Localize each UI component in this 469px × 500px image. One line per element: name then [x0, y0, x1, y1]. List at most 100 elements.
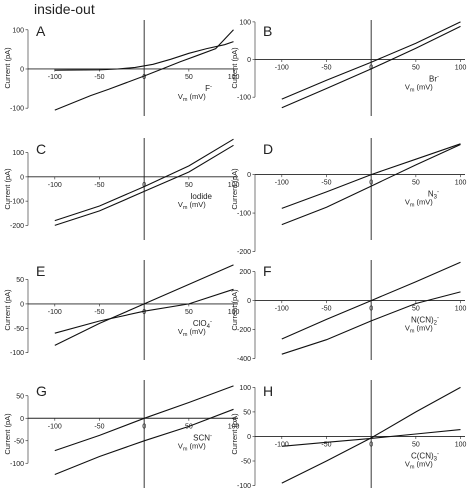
- anion-label: SCN-: [193, 433, 212, 442]
- y-tick-label: 0: [247, 57, 251, 64]
- anion-label: N3-: [428, 190, 439, 201]
- y-tick-label: 100: [12, 150, 24, 157]
- x-axis-label: Vm (mV): [178, 92, 206, 103]
- x-tick-label: -100: [275, 180, 289, 187]
- x-tick-label: 100: [455, 65, 467, 72]
- x-tick-label: 0: [369, 65, 373, 72]
- x-axis-label: Vm (mV): [405, 83, 433, 94]
- panel-b: -100 0 100 -100 -50 0 50 100 B Br-Vm (mV) Current …: [230, 19, 466, 116]
- x-tick-label: -50: [321, 441, 331, 448]
- figure-title: inside-out: [34, 1, 95, 17]
- y-tick-label: 0: [20, 174, 24, 181]
- y-tick-label: 0: [20, 301, 24, 308]
- x-tick-label: -50: [94, 309, 104, 316]
- y-tick-label: 200: [239, 269, 251, 276]
- anion-label: ClO4-: [193, 319, 212, 330]
- x-tick-label: 100: [228, 309, 240, 316]
- y-tick-label: -200: [237, 249, 251, 256]
- x-tick-label: -100: [48, 74, 62, 81]
- panel-d: -200 -100 0 -100 -50 0 50 100 D N3-Vm (mV) Current…: [230, 138, 466, 256]
- x-tick-label: -100: [275, 441, 289, 448]
- x-tick-label: -100: [275, 306, 289, 313]
- x-tick-label: -50: [321, 306, 331, 313]
- series-2-line: [281, 291, 461, 355]
- y-tick-label: 50: [16, 277, 24, 284]
- y-tick-label: -100: [10, 106, 24, 113]
- anion-label: C(CN)3-: [411, 451, 439, 462]
- y-tick-label: 0: [247, 172, 251, 179]
- x-tick-label: 50: [412, 65, 420, 72]
- x-tick-label: -50: [321, 65, 331, 72]
- x-axis-label: Vm (mV): [178, 200, 206, 211]
- x-tick-label: -100: [275, 65, 289, 72]
- series-1-line: [54, 29, 234, 111]
- x-axis-label: Vm (mV): [405, 459, 433, 470]
- x-tick-label: 50: [412, 441, 420, 448]
- x-tick-label: -50: [94, 423, 104, 430]
- x-tick-label: -100: [48, 309, 62, 316]
- series-2-line: [54, 41, 234, 71]
- series-1-line: [54, 385, 234, 452]
- y-tick-label: 0: [20, 66, 24, 73]
- y-axis-label: Current (pA): [230, 168, 239, 210]
- y-tick-label: -50: [14, 326, 24, 333]
- series-1-line: [54, 264, 234, 346]
- x-tick-label: -50: [94, 74, 104, 81]
- x-tick-label: 0: [142, 309, 146, 316]
- series-2-line: [54, 144, 234, 226]
- x-tick-label: 0: [142, 182, 146, 189]
- x-tick-label: 50: [412, 306, 420, 313]
- y-tick-label: -100: [10, 461, 24, 468]
- panel-f: -400 -200 0 200 -100 -50 0 50 100 F N(CN)2-Vm (mV)…: [230, 260, 466, 363]
- anion-label: F-: [205, 84, 212, 93]
- y-axis-label: Current (pA): [230, 413, 239, 455]
- x-tick-label: 100: [228, 74, 240, 81]
- y-tick-label: -400: [237, 356, 251, 363]
- y-tick-label: 0: [247, 298, 251, 305]
- x-axis-label: Vm (mV): [405, 198, 433, 209]
- x-axis-label: Vm (mV): [178, 327, 206, 338]
- x-tick-label: 0: [369, 441, 373, 448]
- y-tick-label: -100: [237, 211, 251, 218]
- series-2-line: [54, 288, 234, 334]
- panel-label: B: [263, 23, 272, 39]
- x-tick-label: 0: [369, 306, 373, 313]
- x-tick-label: 0: [142, 423, 146, 430]
- x-tick-label: 100: [228, 423, 240, 430]
- x-tick-label: -50: [94, 182, 104, 189]
- y-tick-label: 100: [239, 19, 251, 26]
- y-tick-label: 50: [243, 409, 251, 416]
- panel-label: A: [36, 23, 46, 39]
- y-axis-label: Current (pA): [3, 413, 12, 455]
- x-tick-label: -100: [48, 182, 62, 189]
- y-axis-label: Current (pA): [3, 289, 12, 331]
- y-tick-label: -100: [10, 350, 24, 357]
- y-axis-label: Current (pA): [230, 47, 239, 89]
- y-tick-label: -200: [10, 223, 24, 230]
- x-tick-label: 100: [228, 182, 240, 189]
- x-tick-label: -100: [48, 423, 62, 430]
- y-tick-label: 100: [239, 385, 251, 392]
- x-tick-label: 100: [455, 441, 467, 448]
- y-tick-label: 50: [16, 393, 24, 400]
- anion-label: N(CN)2-: [411, 316, 439, 327]
- x-tick-label: 0: [142, 74, 146, 81]
- x-tick-label: 100: [455, 180, 467, 187]
- panel-e: -100 -50 0 50 -100 -50 0 50 100 E ClO4-Vm (mV) Curr…: [3, 260, 239, 360]
- panel-label: G: [36, 383, 47, 399]
- y-tick-label: 0: [247, 434, 251, 441]
- panel-label: C: [36, 141, 46, 157]
- y-tick-label: -200: [237, 327, 251, 334]
- x-tick-label: 0: [369, 180, 373, 187]
- anion-label: Iodide: [190, 192, 212, 201]
- x-axis-label: Vm (mV): [178, 441, 206, 452]
- series-2-line: [281, 429, 461, 447]
- panel-label: D: [263, 141, 273, 157]
- panel-a: -100 0 100 -100 -50 0 50 100 A F-Vm (mV) Current (…: [3, 20, 239, 116]
- series-1-line: [281, 261, 461, 340]
- panel-label: F: [263, 263, 272, 279]
- y-tick-label: 0: [20, 416, 24, 423]
